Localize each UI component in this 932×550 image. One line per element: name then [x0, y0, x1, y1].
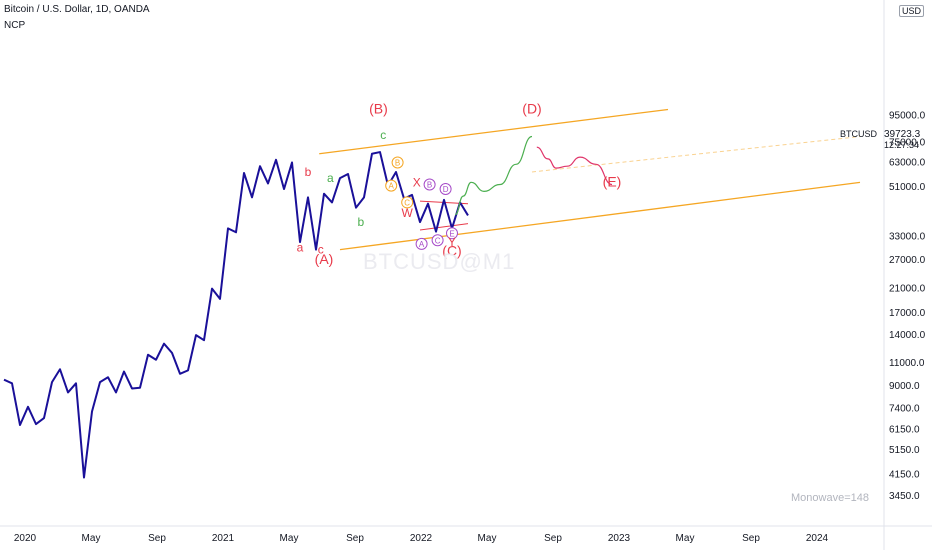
- wave-label-11[interactable]: A: [385, 179, 398, 192]
- wave-label-8[interactable]: a: [327, 171, 334, 185]
- wave-label-text: A: [389, 182, 395, 191]
- y-tick-label: 51000.0: [889, 182, 926, 193]
- y-tick-label: 95000.0: [889, 110, 926, 121]
- x-tick-label: 2022: [410, 533, 433, 544]
- wave-label-text: (B): [369, 100, 388, 116]
- wave-label-text: b: [305, 165, 312, 179]
- wave-label-text: c: [380, 128, 386, 142]
- y-tick-label: 33000.0: [889, 232, 926, 243]
- wave-label-text: C: [404, 198, 410, 207]
- watermark: BTCUSD@M1: [363, 249, 516, 274]
- y-tick-label: 11000.0: [889, 358, 925, 369]
- wave-label-circle: [446, 227, 458, 240]
- wave-label-text: W: [402, 206, 414, 220]
- wave-label-7[interactable]: c: [318, 243, 324, 257]
- projection-red-path[interactable]: [536, 146, 613, 186]
- wave-label-text: (D): [522, 100, 541, 116]
- wave-label-5[interactable]: a: [297, 241, 304, 255]
- x-tick-label: May: [478, 533, 497, 544]
- channel-line-0[interactable]: [319, 108, 669, 155]
- channel-line-2[interactable]: [531, 136, 861, 173]
- wave-label-12[interactable]: B: [391, 156, 404, 169]
- wave-label-13[interactable]: C: [401, 196, 414, 209]
- wave-label-6[interactable]: b: [305, 165, 312, 179]
- wave-label-text: D: [443, 185, 449, 194]
- wave-label-text: Y: [448, 235, 456, 249]
- y-tick-label: 6150.0: [889, 425, 920, 436]
- indicator-label: NCP: [4, 20, 26, 31]
- x-tick-label: 2023: [608, 533, 631, 544]
- y-tick-label: 17000.0: [889, 308, 926, 319]
- price-series-line[interactable]: [3, 151, 469, 479]
- wave-label-text: (C): [442, 243, 461, 259]
- wave-label-text: B: [395, 158, 400, 167]
- x-tick-label: Sep: [544, 533, 562, 544]
- wave-label-text: C: [435, 236, 441, 245]
- triangle-line-1[interactable]: [419, 223, 469, 231]
- wave-label-18[interactable]: A: [415, 237, 428, 250]
- y-tick-label: 7400.0: [889, 403, 920, 414]
- x-tick-label: Sep: [742, 533, 760, 544]
- wave-label-circle: [401, 196, 414, 209]
- wave-label-19[interactable]: C: [431, 234, 444, 247]
- y-tick-label: 9000.0: [889, 381, 920, 392]
- chart-title: Bitcoin / U.S. Dollar, 1D, OANDA: [4, 4, 150, 15]
- monowave-label: Monowave=148: [791, 492, 869, 504]
- y-tick-label: 14000.0: [889, 330, 926, 341]
- wave-label-2[interactable]: (C): [442, 243, 461, 259]
- y-tick-label: 63000.0: [889, 157, 926, 168]
- wave-label-circle: [415, 237, 428, 250]
- y-tick-label: 21000.0: [889, 284, 926, 295]
- symbol-label: BTCUSD: [840, 129, 878, 139]
- bar-countdown: 12:27:34: [884, 140, 920, 150]
- y-tick-label: 4150.0: [889, 470, 920, 481]
- wave-label-circle: [391, 156, 404, 169]
- y-tick-label: 3450.0: [889, 491, 920, 502]
- wave-label-9[interactable]: b: [357, 215, 364, 229]
- wave-label-text: E: [449, 229, 454, 238]
- channel-line-1[interactable]: [339, 181, 861, 251]
- wave-label-3[interactable]: (D): [522, 100, 541, 116]
- wave-label-text: a: [327, 171, 334, 185]
- wave-label-text: (A): [315, 251, 334, 267]
- wave-label-16[interactable]: B: [423, 178, 436, 191]
- wave-label-text: b: [357, 215, 364, 229]
- x-tick-label: Sep: [346, 533, 364, 544]
- x-tick-label: 2024: [806, 533, 829, 544]
- wave-label-circle: [439, 183, 452, 196]
- wave-label-4[interactable]: (E): [603, 173, 622, 189]
- last-price-value: 39723.3: [884, 129, 921, 140]
- wave-label-21[interactable]: Y: [448, 235, 456, 249]
- projection-green-path[interactable]: [454, 135, 533, 216]
- wave-label-text: c: [318, 243, 324, 257]
- wave-label-14[interactable]: W: [402, 206, 414, 220]
- wave-label-circle: [431, 234, 444, 247]
- wave-label-text: A: [419, 240, 425, 249]
- wave-label-text: a: [297, 241, 304, 255]
- wave-label-20[interactable]: E: [446, 227, 458, 240]
- wave-label-15[interactable]: X: [413, 175, 421, 189]
- wave-label-text: X: [413, 175, 421, 189]
- x-tick-label: 2021: [212, 533, 235, 544]
- wave-label-1[interactable]: (B): [369, 100, 388, 116]
- wave-label-10[interactable]: c: [380, 128, 386, 142]
- x-tick-label: May: [280, 533, 299, 544]
- y-tick-label: 75000.0: [889, 137, 926, 148]
- x-tick-label: May: [82, 533, 101, 544]
- x-tick-label: Sep: [148, 533, 166, 544]
- wave-label-circle: [423, 178, 436, 191]
- x-tick-label: 2020: [14, 533, 37, 544]
- wave-label-17[interactable]: D: [439, 183, 452, 196]
- wave-label-text: (E): [603, 173, 622, 189]
- x-tick-label: May: [676, 533, 695, 544]
- wave-label-circle: [385, 179, 398, 192]
- y-tick-label: 27000.0: [889, 255, 926, 266]
- last-price-tag: 39723.3 12:27:34: [884, 129, 921, 151]
- wave-label-text: B: [427, 181, 432, 190]
- y-tick-label: 5150.0: [889, 445, 920, 456]
- currency-badge[interactable]: USD: [898, 5, 924, 17]
- wave-label-0[interactable]: (A): [315, 251, 334, 267]
